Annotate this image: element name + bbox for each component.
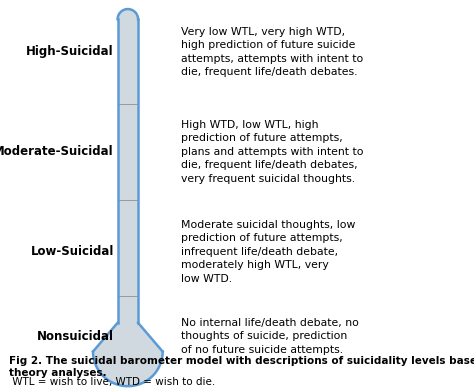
Text: Moderate suicidal thoughts, low
prediction of future attempts,
infrequent life/d: Moderate suicidal thoughts, low predicti… (181, 220, 356, 284)
Text: High WTD, low WTL, high
prediction of future attempts,
plans and attempts with i: High WTD, low WTL, high prediction of fu… (181, 120, 364, 184)
Text: WTL = wish to live, WTD = wish to die.: WTL = wish to live, WTD = wish to die. (9, 377, 216, 387)
Polygon shape (118, 9, 138, 19)
Polygon shape (93, 323, 163, 386)
Text: No internal life/death debate, no
thoughts of suicide, prediction
of no future s: No internal life/death debate, no though… (181, 318, 359, 355)
Text: Fig 2. The suicidal barometer model with descriptions of suicidality levels base: Fig 2. The suicidal barometer model with… (9, 356, 474, 379)
Text: Very low WTL, very high WTD,
high prediction of future suicide
attempts, attempt: Very low WTL, very high WTD, high predic… (181, 27, 364, 77)
Text: Moderate-Suicidal: Moderate-Suicidal (0, 145, 114, 158)
Text: Nonsuicidal: Nonsuicidal (37, 330, 114, 343)
Text: Low-Suicidal: Low-Suicidal (30, 245, 114, 258)
Text: High-Suicidal: High-Suicidal (26, 45, 114, 58)
Bar (118, 19, 138, 323)
